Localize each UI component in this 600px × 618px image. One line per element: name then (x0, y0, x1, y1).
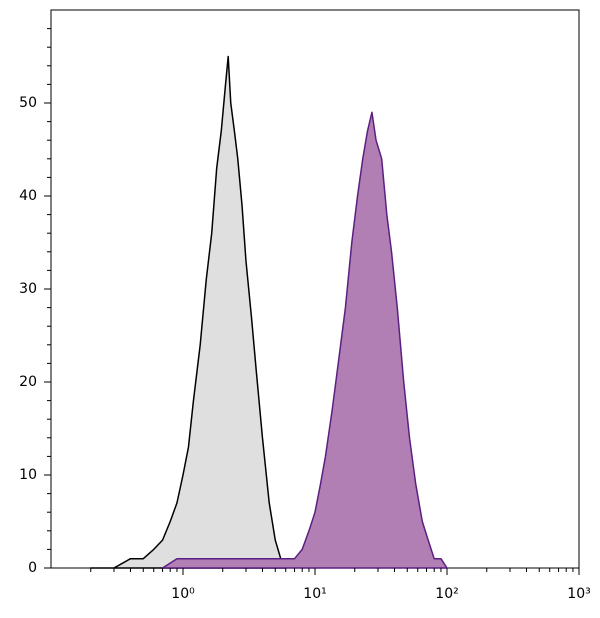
y-tick-label: 50 (19, 95, 37, 111)
histogram-area (161, 111, 448, 569)
y-tick-label: 10 (19, 467, 37, 483)
x-tick-label: 10² (435, 586, 458, 602)
y-tick-label: 30 (19, 281, 37, 297)
y-tick-label: 40 (19, 188, 37, 204)
x-tick-label: 10⁰ (171, 586, 195, 602)
plot-frame (50, 9, 580, 569)
y-tick-label: 0 (28, 560, 37, 576)
y-tick-label: 20 (19, 374, 37, 390)
x-tick-label: 10¹ (303, 586, 326, 602)
x-tick-label: 10³ (567, 586, 590, 602)
histogram-area (89, 55, 287, 569)
